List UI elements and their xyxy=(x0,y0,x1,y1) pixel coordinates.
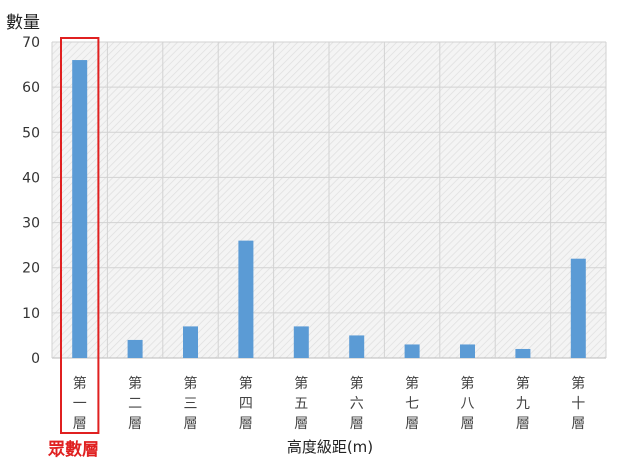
bars xyxy=(72,60,586,359)
x-tick-label: 第三層 xyxy=(184,375,198,432)
highlight-box xyxy=(60,37,100,434)
bar xyxy=(293,326,309,358)
y-tick-label: 50 xyxy=(22,125,40,141)
bar xyxy=(72,60,88,359)
y-tick-label: 40 xyxy=(22,170,40,186)
bar xyxy=(460,344,475,358)
x-tick-label: 第九層 xyxy=(516,375,530,432)
x-axis-label: 高度級距(m) xyxy=(287,438,373,456)
y-tick-label: 70 xyxy=(22,35,40,51)
x-tick-label: 第十層 xyxy=(571,375,585,432)
y-tick-label: 20 xyxy=(22,261,40,277)
x-tick-label: 第七層 xyxy=(405,375,419,432)
category-labels: 第一層 第二層 第三層 第四層 第五層 第六層 第七層 第八層 第九層 第十層 xyxy=(73,375,586,432)
bar xyxy=(127,339,143,358)
y-tick-label: 30 xyxy=(22,216,40,232)
x-tick-label: 第六層 xyxy=(350,375,364,432)
bar xyxy=(404,344,420,358)
bar xyxy=(183,326,198,358)
bar xyxy=(570,258,586,358)
x-tick-label: 第八層 xyxy=(461,375,475,432)
x-tick-label: 第二層 xyxy=(128,375,142,432)
bar xyxy=(238,240,254,358)
y-tick-label: 60 xyxy=(22,80,40,96)
y-tick-label: 10 xyxy=(22,306,40,322)
y-tick-labels: 0 10 20 30 40 50 60 70 xyxy=(22,35,40,367)
bar xyxy=(349,335,365,358)
x-tick-label: 第五層 xyxy=(294,375,308,432)
y-tick-label: 0 xyxy=(31,351,40,367)
grid-lines xyxy=(51,41,607,359)
mode-layer-annotation: 眾數層 xyxy=(47,439,99,459)
x-tick-label: 第一層 xyxy=(73,375,87,432)
x-tick-label: 第四層 xyxy=(239,375,253,432)
bar xyxy=(515,348,531,358)
y-axis-label: 數量 xyxy=(6,13,40,33)
